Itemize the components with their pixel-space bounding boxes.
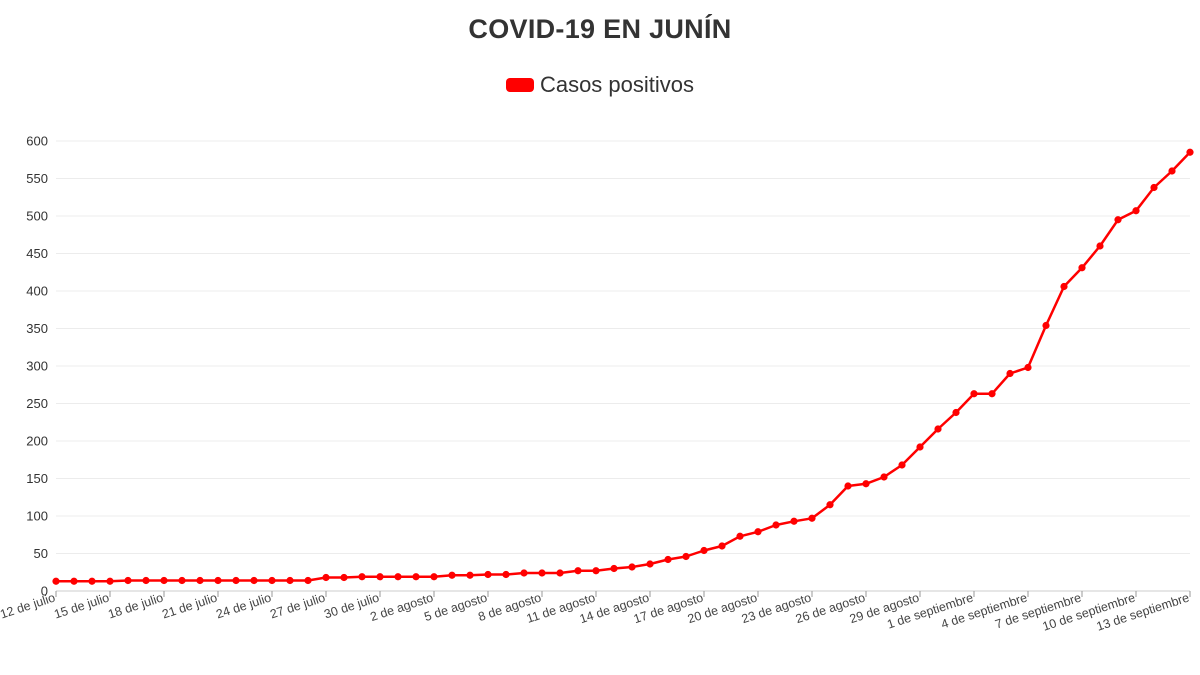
data-point bbox=[322, 573, 330, 582]
data-point bbox=[556, 569, 564, 577]
data-point bbox=[250, 576, 258, 585]
data-point bbox=[178, 576, 186, 585]
y-tick-label: 300 bbox=[26, 359, 48, 374]
data-point bbox=[988, 390, 996, 398]
data-point bbox=[916, 443, 924, 451]
data-point bbox=[106, 577, 114, 585]
data-point bbox=[430, 573, 438, 581]
data-point bbox=[70, 577, 78, 585]
data-point bbox=[214, 576, 222, 585]
data-point bbox=[1150, 183, 1158, 192]
data-point bbox=[808, 514, 816, 522]
x-tick-label: 27 de julio bbox=[268, 591, 327, 622]
data-point bbox=[340, 573, 348, 582]
data-point bbox=[610, 564, 618, 573]
data-point bbox=[268, 576, 276, 585]
legend-swatch[interactable] bbox=[505, 78, 534, 92]
data-point bbox=[52, 577, 60, 585]
data-point bbox=[1078, 264, 1086, 272]
legend-label: Casos positivos bbox=[539, 72, 695, 97]
data-point bbox=[88, 577, 96, 585]
data-point bbox=[394, 573, 402, 581]
data-point bbox=[520, 569, 528, 577]
data-point bbox=[1168, 167, 1176, 175]
data-point bbox=[844, 482, 852, 490]
data-point bbox=[124, 576, 132, 585]
y-tick-label: 450 bbox=[26, 246, 48, 261]
data-point bbox=[970, 390, 978, 398]
data-point bbox=[376, 573, 384, 581]
data-point bbox=[232, 576, 240, 585]
data-point bbox=[358, 573, 366, 581]
data-point bbox=[448, 571, 456, 579]
data-point bbox=[412, 573, 420, 581]
data-point bbox=[502, 570, 510, 579]
data-point bbox=[754, 528, 762, 536]
x-tick-label: 21 de julio bbox=[160, 591, 219, 622]
data-point bbox=[538, 569, 546, 577]
data-point bbox=[1042, 321, 1050, 330]
data-point bbox=[646, 560, 654, 568]
x-tick-label: 12 de julio bbox=[0, 591, 57, 622]
data-point bbox=[934, 425, 942, 433]
y-tick-label: 100 bbox=[26, 509, 48, 524]
data-point bbox=[1096, 242, 1104, 250]
y-tick-label: 150 bbox=[26, 471, 48, 486]
data-point bbox=[484, 570, 492, 579]
data-point bbox=[628, 563, 636, 571]
data-point bbox=[772, 521, 780, 529]
y-tick-label: 400 bbox=[26, 284, 48, 299]
data-point bbox=[718, 542, 726, 550]
data-point bbox=[574, 567, 582, 575]
y-tick-label: 350 bbox=[26, 321, 48, 336]
data-point bbox=[142, 576, 150, 585]
y-tick-label: 250 bbox=[26, 396, 48, 411]
data-point bbox=[826, 501, 834, 509]
data-point bbox=[736, 532, 744, 540]
data-point bbox=[286, 576, 294, 585]
series-line bbox=[56, 151, 1191, 583]
x-tick-label: 18 de julio bbox=[106, 591, 165, 622]
data-point bbox=[790, 517, 798, 525]
x-tick-label: 24 de julio bbox=[214, 591, 273, 622]
data-point bbox=[160, 576, 168, 585]
data-point bbox=[1186, 148, 1194, 156]
y-tick-label: 500 bbox=[26, 209, 48, 224]
y-tick-label: 600 bbox=[26, 134, 48, 149]
y-tick-label: 50 bbox=[34, 546, 48, 561]
data-point bbox=[862, 480, 870, 488]
data-point bbox=[196, 576, 204, 585]
data-point bbox=[592, 567, 600, 575]
data-point bbox=[700, 546, 708, 555]
data-point bbox=[952, 408, 960, 417]
data-point bbox=[898, 461, 906, 469]
legend: Casos positivos bbox=[0, 72, 1200, 98]
chart-title: COVID-19 EN JUNÍN bbox=[468, 14, 732, 44]
data-point bbox=[682, 552, 690, 561]
data-point bbox=[1006, 369, 1014, 378]
data-point bbox=[1132, 207, 1140, 215]
data-point bbox=[466, 571, 474, 579]
data-point bbox=[1060, 282, 1068, 291]
y-tick-label: 200 bbox=[26, 434, 48, 449]
x-tick-label: 15 de julio bbox=[52, 591, 111, 622]
data-point bbox=[1114, 216, 1122, 224]
y-tick-label: 550 bbox=[26, 171, 48, 186]
data-point bbox=[304, 576, 312, 585]
y-tick-label: 0 bbox=[41, 584, 48, 599]
data-point bbox=[880, 473, 888, 481]
data-point bbox=[664, 555, 672, 564]
data-point bbox=[1024, 363, 1032, 372]
